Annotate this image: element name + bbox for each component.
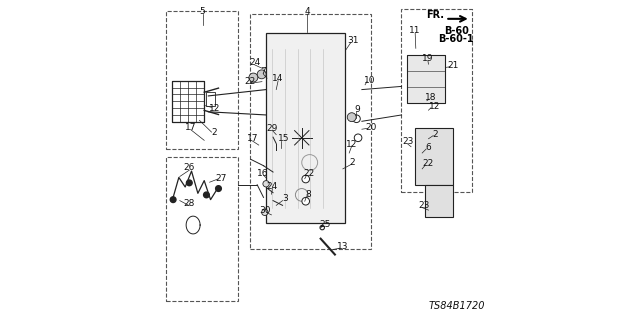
Text: 19: 19 bbox=[422, 54, 434, 63]
Bar bbox=[250, 14, 371, 249]
Bar bbox=[166, 11, 237, 149]
Text: 31: 31 bbox=[347, 36, 358, 44]
Bar bbox=[425, 185, 453, 217]
Text: 20: 20 bbox=[365, 123, 376, 132]
Text: 3: 3 bbox=[282, 194, 288, 203]
Text: 6: 6 bbox=[425, 143, 431, 152]
Text: 5: 5 bbox=[200, 7, 205, 16]
Text: 13: 13 bbox=[337, 242, 349, 251]
Text: 12: 12 bbox=[346, 140, 357, 148]
Circle shape bbox=[348, 113, 356, 122]
Circle shape bbox=[170, 197, 176, 203]
Text: 26: 26 bbox=[184, 164, 195, 172]
Text: 7: 7 bbox=[260, 67, 266, 76]
Text: 12: 12 bbox=[209, 104, 220, 113]
Text: TS84B1720: TS84B1720 bbox=[428, 301, 484, 311]
Circle shape bbox=[302, 175, 310, 183]
Bar bbox=[401, 9, 472, 192]
Text: 29: 29 bbox=[266, 124, 278, 133]
Text: 17: 17 bbox=[246, 134, 258, 143]
Text: 12: 12 bbox=[429, 101, 440, 111]
Circle shape bbox=[355, 134, 362, 142]
Text: 23: 23 bbox=[402, 137, 413, 147]
Text: 15: 15 bbox=[278, 134, 290, 143]
Circle shape bbox=[204, 192, 209, 198]
Text: B-60-1: B-60-1 bbox=[438, 34, 474, 44]
Text: 2: 2 bbox=[349, 158, 355, 167]
Text: 8: 8 bbox=[306, 190, 312, 199]
Circle shape bbox=[257, 70, 266, 79]
Text: 23: 23 bbox=[418, 201, 429, 210]
Bar bbox=[173, 81, 204, 122]
Bar bbox=[266, 33, 346, 223]
Circle shape bbox=[263, 180, 269, 187]
Bar bbox=[407, 55, 445, 103]
Bar bbox=[206, 92, 214, 106]
Text: 22: 22 bbox=[422, 159, 433, 168]
Text: FR.: FR. bbox=[426, 10, 444, 20]
Text: 18: 18 bbox=[425, 93, 436, 102]
Circle shape bbox=[302, 197, 310, 205]
Text: 16: 16 bbox=[257, 169, 269, 178]
Text: 2: 2 bbox=[211, 128, 216, 137]
Text: B-60: B-60 bbox=[444, 26, 469, 36]
Text: 30: 30 bbox=[259, 206, 271, 215]
Text: 24: 24 bbox=[249, 58, 260, 67]
Text: 21: 21 bbox=[447, 61, 459, 70]
Text: 27: 27 bbox=[215, 174, 227, 183]
Bar bbox=[415, 128, 453, 185]
Text: 4: 4 bbox=[305, 7, 310, 16]
Text: 17: 17 bbox=[185, 123, 196, 132]
Text: 9: 9 bbox=[355, 105, 360, 114]
Circle shape bbox=[186, 180, 192, 186]
Text: 22: 22 bbox=[303, 169, 314, 178]
Text: 11: 11 bbox=[410, 26, 421, 35]
Text: 10: 10 bbox=[364, 76, 376, 84]
Text: 24: 24 bbox=[267, 181, 278, 190]
Text: 25: 25 bbox=[320, 220, 331, 229]
Bar bbox=[166, 157, 237, 301]
Text: 22: 22 bbox=[244, 77, 256, 86]
Circle shape bbox=[249, 73, 258, 82]
Circle shape bbox=[216, 186, 221, 191]
Circle shape bbox=[262, 209, 268, 215]
Text: 28: 28 bbox=[184, 199, 195, 208]
Text: 2: 2 bbox=[433, 130, 438, 139]
Text: 14: 14 bbox=[273, 74, 284, 83]
Circle shape bbox=[353, 115, 360, 123]
